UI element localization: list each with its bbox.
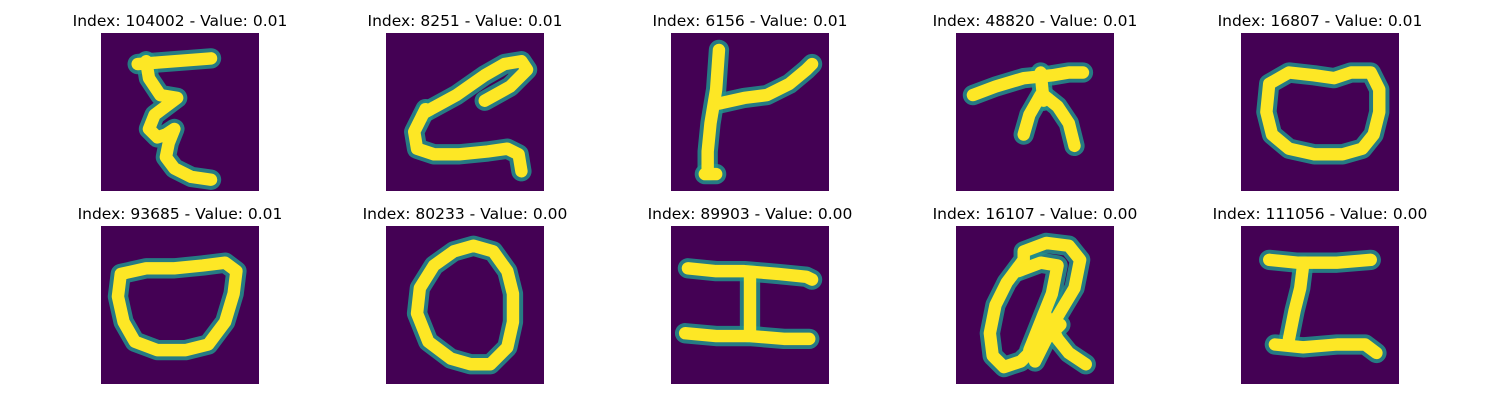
glyph-svg <box>101 226 259 384</box>
panel-title: Index: 89903 - Value: 0.00 <box>640 204 860 224</box>
glyph-stroke <box>410 239 520 371</box>
value-label: - Value: <box>464 205 533 223</box>
score-value: 0.00 <box>1102 205 1138 223</box>
panel-title: Index: 93685 - Value: 0.01 <box>70 204 290 224</box>
glyph-image <box>386 33 544 191</box>
panel-title: Index: 8251 - Value: 0.01 <box>355 11 575 31</box>
panel-title: Index: 16107 - Value: 0.00 <box>925 204 1145 224</box>
glyph-image <box>1241 226 1399 384</box>
index-value: 93685 <box>130 205 180 223</box>
index-value: 16107 <box>985 205 1035 223</box>
value-label: - Value: <box>1034 12 1103 30</box>
glyph-image <box>671 226 829 384</box>
glyph-stroke <box>701 43 726 178</box>
index-label: Index: <box>932 12 986 30</box>
score-value: 0.01 <box>1102 12 1138 30</box>
panel-title: Index: 111056 - Value: 0.00 <box>1210 204 1430 224</box>
glyph-stroke <box>1017 88 1047 141</box>
image-panel: Index: 6156 - Value: 0.01 <box>640 11 860 196</box>
glyph-svg <box>1241 33 1399 191</box>
score-value: 0.00 <box>1392 205 1428 223</box>
index-label: Index: <box>362 205 416 223</box>
glyph-image <box>671 33 829 191</box>
glyph-stroke <box>678 327 816 346</box>
glyph-svg <box>386 33 544 191</box>
glyph-svg <box>1241 226 1399 384</box>
glyph-stroke <box>681 262 819 286</box>
glyph-stroke <box>1037 88 1081 153</box>
index-label: Index: <box>652 12 706 30</box>
panel-title: Index: 48820 - Value: 0.01 <box>925 11 1145 31</box>
glyph-image <box>101 226 259 384</box>
glyph-image <box>956 33 1114 191</box>
index-value: 8251 <box>420 12 460 30</box>
score-value: 0.00 <box>817 205 853 223</box>
glyph-stroke <box>1260 66 1386 161</box>
index-value: 80233 <box>415 205 465 223</box>
value-label: - Value: <box>744 12 813 30</box>
glyph-svg <box>956 33 1114 191</box>
value-label: - Value: <box>1319 12 1388 30</box>
glyph-image <box>956 226 1114 384</box>
value-label: - Value: <box>184 12 253 30</box>
image-panel: Index: 80233 - Value: 0.00 <box>355 204 575 389</box>
index-value: 6156 <box>705 12 745 30</box>
glyph-stroke <box>712 57 819 110</box>
glyph-stroke <box>139 55 218 186</box>
index-label: Index: <box>367 12 421 30</box>
glyph-stroke <box>1268 338 1383 360</box>
index-value: 104002 <box>125 12 185 30</box>
image-panel: Index: 111056 - Value: 0.00 <box>1210 204 1430 389</box>
score-value: 0.01 <box>252 12 288 30</box>
index-value: 111056 <box>1265 205 1325 223</box>
glyph-stroke <box>1282 259 1310 346</box>
glyph-image <box>386 226 544 384</box>
glyph-stroke <box>111 256 243 357</box>
index-label: Index: <box>1217 12 1271 30</box>
value-label: - Value: <box>749 205 818 223</box>
glyph-stroke <box>419 55 534 119</box>
glyph-stroke <box>1028 318 1067 368</box>
score-value: 0.01 <box>527 12 563 30</box>
index-value: 89903 <box>700 205 750 223</box>
index-value: 48820 <box>985 12 1035 30</box>
glyph-svg <box>956 226 1114 384</box>
value-label: - Value: <box>1324 205 1393 223</box>
image-panel: Index: 89903 - Value: 0.00 <box>640 204 860 389</box>
glyph-stroke <box>408 102 528 178</box>
image-panel: Index: 8251 - Value: 0.01 <box>355 11 575 196</box>
image-panel: Index: 104002 - Value: 0.01 <box>70 11 290 196</box>
glyph-image <box>101 33 259 191</box>
score-value: 0.01 <box>1387 12 1423 30</box>
score-value: 0.01 <box>247 205 283 223</box>
image-panel: Index: 16807 - Value: 0.01 <box>1210 11 1430 196</box>
panel-title: Index: 16807 - Value: 0.01 <box>1210 11 1430 31</box>
score-value: 0.00 <box>532 205 568 223</box>
glyph-svg <box>101 33 259 191</box>
value-label: - Value: <box>179 205 248 223</box>
value-label: - Value: <box>1034 205 1103 223</box>
glyph-svg <box>671 33 829 191</box>
index-label: Index: <box>647 205 701 223</box>
glyph-image <box>1241 33 1399 191</box>
image-panel: Index: 93685 - Value: 0.01 <box>70 204 290 389</box>
glyph-svg <box>386 226 544 384</box>
index-label: Index: <box>72 12 126 30</box>
panel-title: Index: 80233 - Value: 0.00 <box>355 204 575 224</box>
index-value: 16807 <box>1270 12 1320 30</box>
glyph-svg <box>671 226 829 384</box>
glyph-stroke <box>1263 253 1377 269</box>
index-label: Index: <box>77 205 131 223</box>
glyph-stroke <box>1011 256 1064 357</box>
panel-title: Index: 6156 - Value: 0.01 <box>640 11 860 31</box>
image-panel: Index: 16107 - Value: 0.00 <box>925 204 1145 389</box>
index-label: Index: <box>932 205 986 223</box>
image-panel: Index: 48820 - Value: 0.01 <box>925 11 1145 196</box>
index-label: Index: <box>1212 205 1266 223</box>
panel-title: Index: 104002 - Value: 0.01 <box>70 11 290 31</box>
glyph-stroke <box>983 236 1087 374</box>
value-label: - Value: <box>459 12 528 30</box>
score-value: 0.01 <box>812 12 848 30</box>
